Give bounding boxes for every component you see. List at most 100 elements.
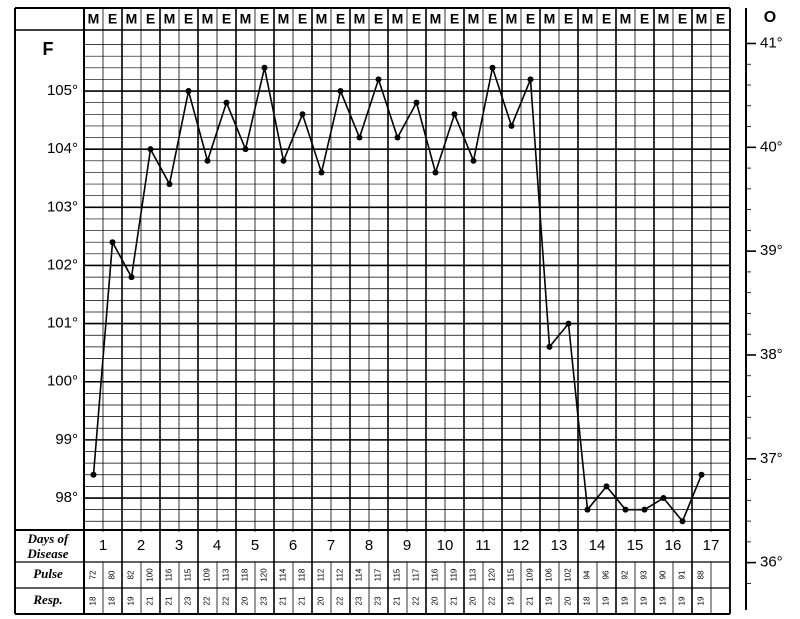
pulse-value: 120 — [260, 568, 269, 582]
pulse-value: 114 — [355, 568, 364, 581]
resp-value: 19 — [678, 596, 687, 605]
temperature-point — [242, 146, 249, 153]
resp-value: 22 — [488, 596, 497, 605]
temperature-point — [394, 134, 401, 141]
day-label: 4 — [213, 537, 221, 554]
day-label: 15 — [627, 537, 644, 554]
x-tick-label: E — [450, 11, 459, 27]
x-tick-label: E — [336, 11, 345, 27]
y-tick-label: 102° — [47, 256, 78, 273]
x-tick-label: E — [564, 11, 573, 27]
pulse-value: 106 — [545, 568, 554, 582]
resp-value: 19 — [602, 596, 611, 605]
x-tick-label: M — [202, 11, 214, 27]
resp-value: 23 — [260, 596, 269, 605]
x-tick-label: M — [658, 11, 670, 27]
x-tick-label: M — [468, 11, 480, 27]
pulse-value: 118 — [241, 568, 250, 581]
temperature-point — [565, 320, 572, 327]
pulse-label: Pulse — [33, 566, 63, 581]
resp-value: 18 — [583, 596, 592, 605]
resp-value: 19 — [621, 596, 630, 605]
days-label-line1: Days of — [27, 531, 70, 546]
day-label: 5 — [251, 537, 259, 554]
y-tick-label: 98° — [55, 489, 78, 506]
x-tick-label: M — [544, 11, 556, 27]
resp-value: 22 — [222, 596, 231, 605]
day-label: 16 — [665, 537, 682, 554]
pulse-value: 100 — [146, 568, 155, 582]
x-tick-label: E — [298, 11, 307, 27]
temperature-point — [470, 157, 477, 164]
temperature-point — [109, 239, 116, 246]
resp-value: 23 — [184, 596, 193, 605]
x-tick-label: E — [488, 11, 497, 27]
day-label: 11 — [475, 537, 491, 554]
temperature-point — [280, 157, 287, 164]
pulse-value: 119 — [450, 568, 459, 581]
x-tick-label: E — [526, 11, 535, 27]
day-label: 3 — [175, 537, 183, 554]
temperature-point — [622, 506, 629, 513]
temperature-point — [166, 181, 173, 188]
y-tick-label: 99° — [55, 431, 78, 448]
temperature-point — [223, 99, 230, 106]
y-tick-label: 103° — [47, 198, 78, 215]
x-tick-label: E — [412, 11, 421, 27]
x-tick-label: M — [696, 11, 708, 27]
resp-value: 20 — [241, 596, 250, 605]
day-label: 17 — [703, 537, 720, 554]
temperature-point — [641, 506, 648, 513]
y2-tick-label: 41° — [760, 34, 783, 51]
day-label: 9 — [403, 537, 411, 554]
temperature-point — [508, 122, 515, 129]
resp-value: 21 — [393, 596, 402, 605]
resp-value: 21 — [526, 596, 535, 605]
pulse-value: 88 — [697, 570, 706, 579]
pulse-value: 93 — [640, 570, 649, 579]
x-tick-label: E — [716, 11, 725, 27]
x-tick-label: M — [506, 11, 518, 27]
temperature-point — [261, 64, 268, 71]
pulse-value: 117 — [412, 568, 421, 581]
pulse-value: 116 — [431, 568, 440, 581]
temperature-point — [318, 169, 325, 176]
resp-value: 20 — [469, 596, 478, 605]
y-tick-label: 105° — [47, 82, 78, 99]
x-tick-label: M — [392, 11, 404, 27]
pulse-value: 72 — [89, 570, 98, 579]
resp-value: 22 — [203, 596, 212, 605]
pulse-value: 115 — [184, 568, 193, 581]
day-label: 6 — [289, 537, 297, 554]
pulse-value: 96 — [602, 570, 611, 579]
pulse-value: 91 — [678, 570, 687, 579]
resp-value: 23 — [355, 596, 364, 605]
temperature-point — [432, 169, 439, 176]
resp-value: 19 — [640, 596, 649, 605]
x-tick-label: E — [374, 11, 383, 27]
x-tick-label: E — [260, 11, 269, 27]
x-tick-label: M — [316, 11, 328, 27]
x-tick-label: E — [108, 11, 117, 27]
x-tick-label: M — [164, 11, 176, 27]
resp-value: 22 — [412, 596, 421, 605]
temperature-point — [698, 471, 705, 478]
y2-axis-label: O — [764, 9, 776, 26]
resp-value: 23 — [374, 596, 383, 605]
resp-value: 18 — [89, 596, 98, 605]
pulse-value: 113 — [222, 568, 231, 581]
days-label-line2: Disease — [26, 546, 68, 561]
resp-value: 19 — [507, 596, 516, 605]
temperature-point — [90, 471, 97, 478]
x-tick-label: E — [222, 11, 231, 27]
resp-value: 21 — [298, 596, 307, 605]
temperature-point — [603, 483, 610, 490]
temperature-point — [546, 343, 553, 350]
y-tick-label: 101° — [47, 315, 78, 332]
temperature-point — [584, 506, 591, 513]
y2-tick-label: 39° — [760, 242, 783, 259]
day-label: 8 — [365, 537, 373, 554]
pulse-value: 94 — [583, 570, 592, 579]
pulse-value: 109 — [203, 568, 212, 582]
